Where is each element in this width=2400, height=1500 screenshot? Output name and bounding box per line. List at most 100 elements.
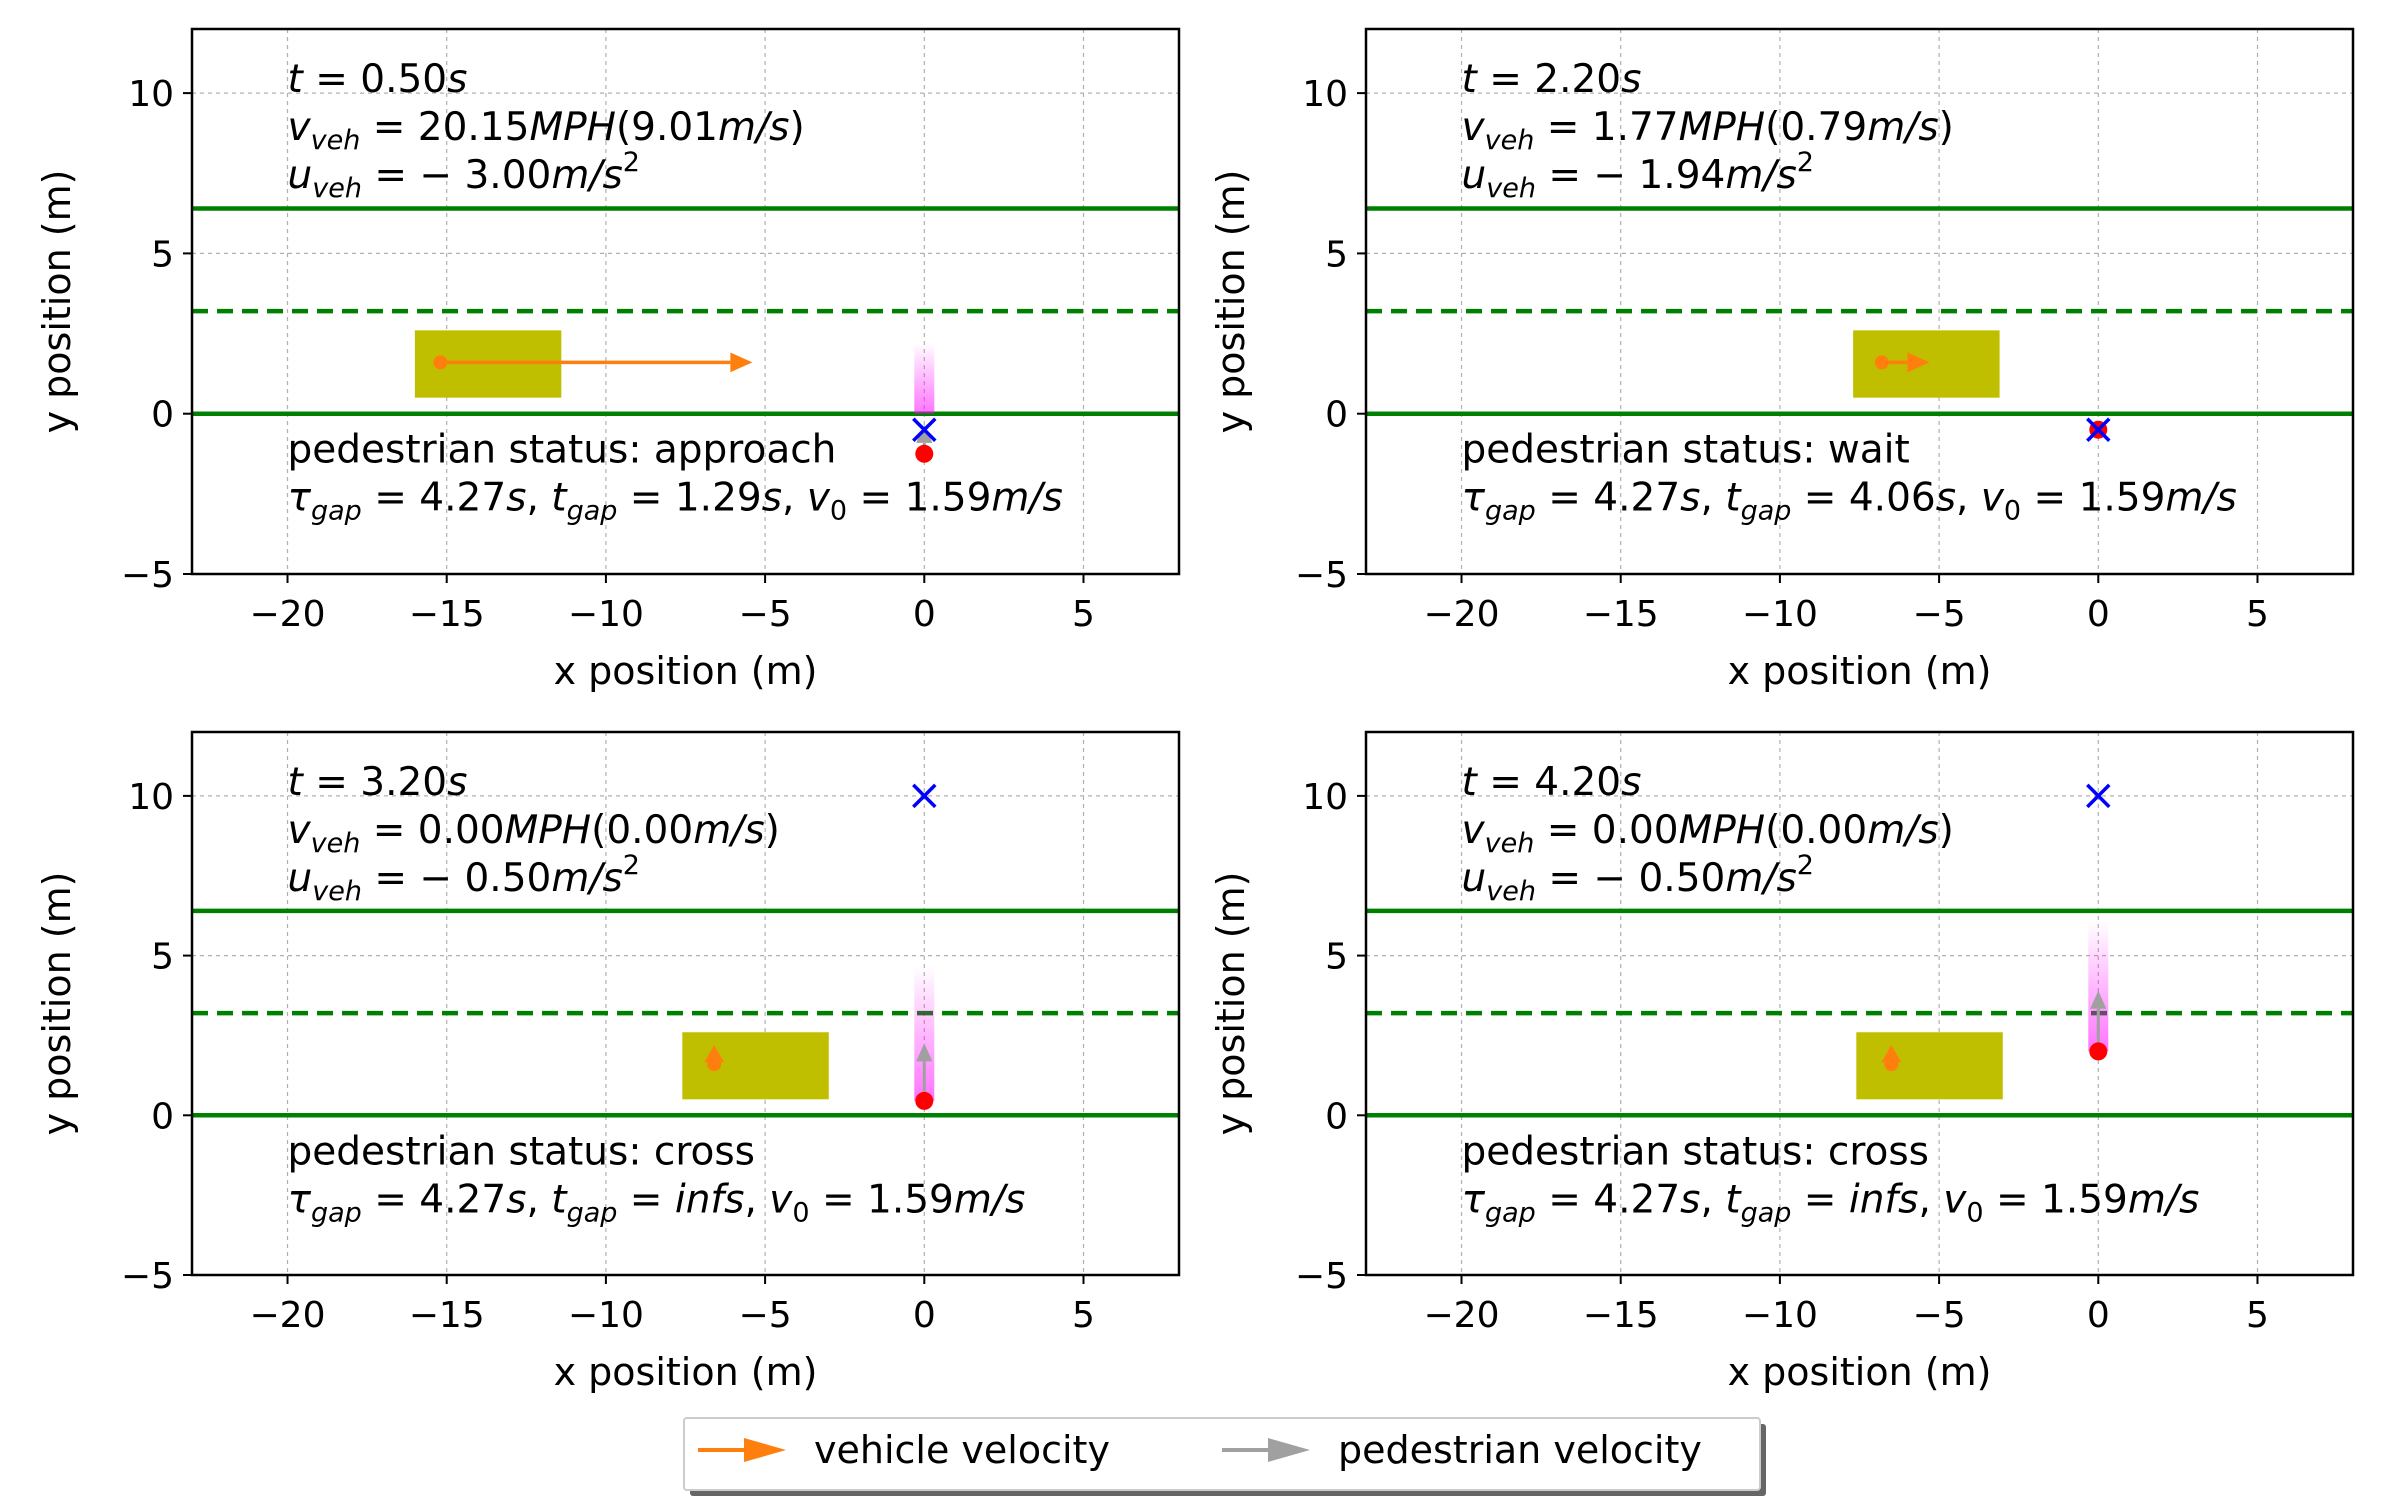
text-span: s (1936, 476, 1956, 521)
text-span: gap (1741, 496, 1792, 527)
text-span: veh (311, 828, 361, 859)
annotation-vehicle-accel: uveh = − 0.50m/s2 (288, 850, 640, 907)
text-span: m/s (1867, 105, 1938, 150)
vehicle-velocity-arrow-head (730, 352, 753, 373)
x-tick-label: −20 (250, 594, 326, 635)
text-span: m/s (1867, 808, 1938, 853)
text-span: = 4.27 (362, 476, 506, 521)
text-span: infs (1849, 1177, 1919, 1222)
annotation-pedestrian-status: pedestrian status: cross (1462, 1129, 1930, 1174)
pedestrian-trail (2088, 920, 2109, 1052)
text-span: MPH (529, 105, 616, 150)
text-span: = 2.20 (1477, 57, 1621, 102)
y-axis-label: y position (m) (1209, 170, 1253, 434)
annotation-vehicle-speed: vveh = 20.15MPH(9.01m/s) (288, 105, 805, 156)
x-tick-label: −5 (739, 1295, 792, 1336)
x-axis-label: x position (m) (1728, 1350, 1992, 1394)
x-tick-label: −15 (409, 1295, 485, 1336)
target-marker-b (912, 783, 937, 809)
text-span: s (1680, 1177, 1700, 1222)
text-span: gap (567, 1197, 618, 1228)
text-span: s (506, 476, 526, 521)
text-span: veh (311, 125, 361, 156)
pedestrian-marker (915, 1091, 934, 1110)
panel-1: −20 −15 −10 −5 0 5 −5 0 5 10 x position (m) y posit… (35, 27, 1181, 693)
text-span: ) (765, 808, 780, 853)
x-tick-label: 5 (2246, 1295, 2269, 1336)
text-span: m/s (954, 1177, 1025, 1222)
text-span: , (526, 1177, 551, 1222)
vehicle-velocity-arrow-head (1907, 352, 1930, 373)
x-tick-label: −15 (1583, 1295, 1659, 1336)
text-span: u (1462, 153, 1487, 198)
annotation-vehicle-speed: vveh = 0.00MPH(0.00m/s) (1462, 808, 1954, 859)
text-span: 0 (2004, 496, 2021, 527)
y-tick-label: 5 (1325, 234, 1348, 275)
text-span: gap (567, 496, 618, 527)
text-span: u (1462, 856, 1487, 901)
text-span: u (288, 856, 313, 901)
text-span: , (1700, 1177, 1725, 1222)
x-tick-label: 5 (1072, 594, 1095, 635)
annotation-vehicle-accel: uveh = − 1.94m/s2 (1462, 147, 1814, 204)
text-span: v (1462, 105, 1486, 150)
text-span: , (1918, 1177, 1943, 1222)
x-tick-label: 0 (913, 1295, 936, 1336)
x-tick-label: 0 (2087, 1295, 2110, 1336)
x-tick-label: −5 (1913, 1295, 1966, 1336)
text-span: s (1621, 760, 1641, 805)
vehicle (682, 1032, 829, 1100)
legend-pedestrian-arrowhead (1268, 1438, 1310, 1462)
text-span: , (1700, 476, 1725, 521)
x-tick-label: −10 (1742, 1295, 1818, 1336)
text-span: t (1725, 1177, 1742, 1222)
y-tick-label: −5 (1295, 1256, 1348, 1297)
text-span: veh (312, 876, 362, 907)
annotation-time: t = 4.20s (1462, 760, 1642, 805)
text-span: (9.01 (616, 105, 718, 150)
text-span: (0.00 (591, 808, 693, 853)
x-axis-label: x position (m) (1728, 649, 1992, 693)
vehicle (1856, 1032, 2003, 1100)
y-tick-label: 0 (1325, 1096, 1348, 1137)
vehicle-velocity-arrow-head (1881, 1045, 1902, 1063)
x-tick-label: −10 (1742, 594, 1818, 635)
x-tick-label: −20 (1424, 594, 1500, 635)
annotation-pedestrian-status: pedestrian status: approach (288, 428, 837, 473)
y-tick-label: 0 (151, 395, 174, 436)
x-tick-label: −20 (250, 1295, 326, 1336)
text-span: veh (312, 173, 362, 204)
vehicle-center (1874, 355, 1889, 370)
text-span: τ (1462, 476, 1486, 521)
text-span: = 4.06 (1791, 476, 1935, 521)
x-tick-label: −15 (409, 594, 485, 635)
y-tick-label: −5 (121, 555, 174, 596)
x-tick-label: 5 (1072, 1295, 1095, 1336)
annotation-time: t = 0.50s (288, 57, 468, 102)
text-span: v (807, 476, 831, 521)
text-span: t (1462, 760, 1479, 805)
text-span: s (447, 57, 467, 102)
target-marker-b (912, 417, 937, 442)
text-span: = 0.00 (1534, 808, 1678, 853)
x-tick-label: −5 (1913, 594, 1966, 635)
pedestrian-trail (914, 965, 935, 1101)
text-span: = 20.15 (360, 105, 529, 150)
annotation-vehicle-accel: uveh = − 0.50m/s2 (1462, 850, 1814, 907)
text-span: m/s (551, 856, 622, 901)
y-tick-label: −5 (1295, 555, 1348, 596)
text-span: t (551, 476, 568, 521)
text-span: infs (675, 1177, 745, 1222)
x-axis-label: x position (m) (554, 649, 818, 693)
pedestrian-velocity-arrow-head (2090, 990, 2107, 1009)
text-span: τ (1462, 1177, 1486, 1222)
pedestrian-marker (915, 444, 934, 463)
text-span: v (288, 105, 312, 150)
annotation-gap-params: τgap = 4.27s, tgap = 1.29s, v0 = 1.59m/s (288, 476, 1063, 527)
text-span: τ (288, 1177, 312, 1222)
text-span: , (1956, 476, 1981, 521)
y-tick-label: 10 (128, 74, 174, 115)
text-span: veh (1485, 125, 1535, 156)
text-span: s (506, 1177, 526, 1222)
